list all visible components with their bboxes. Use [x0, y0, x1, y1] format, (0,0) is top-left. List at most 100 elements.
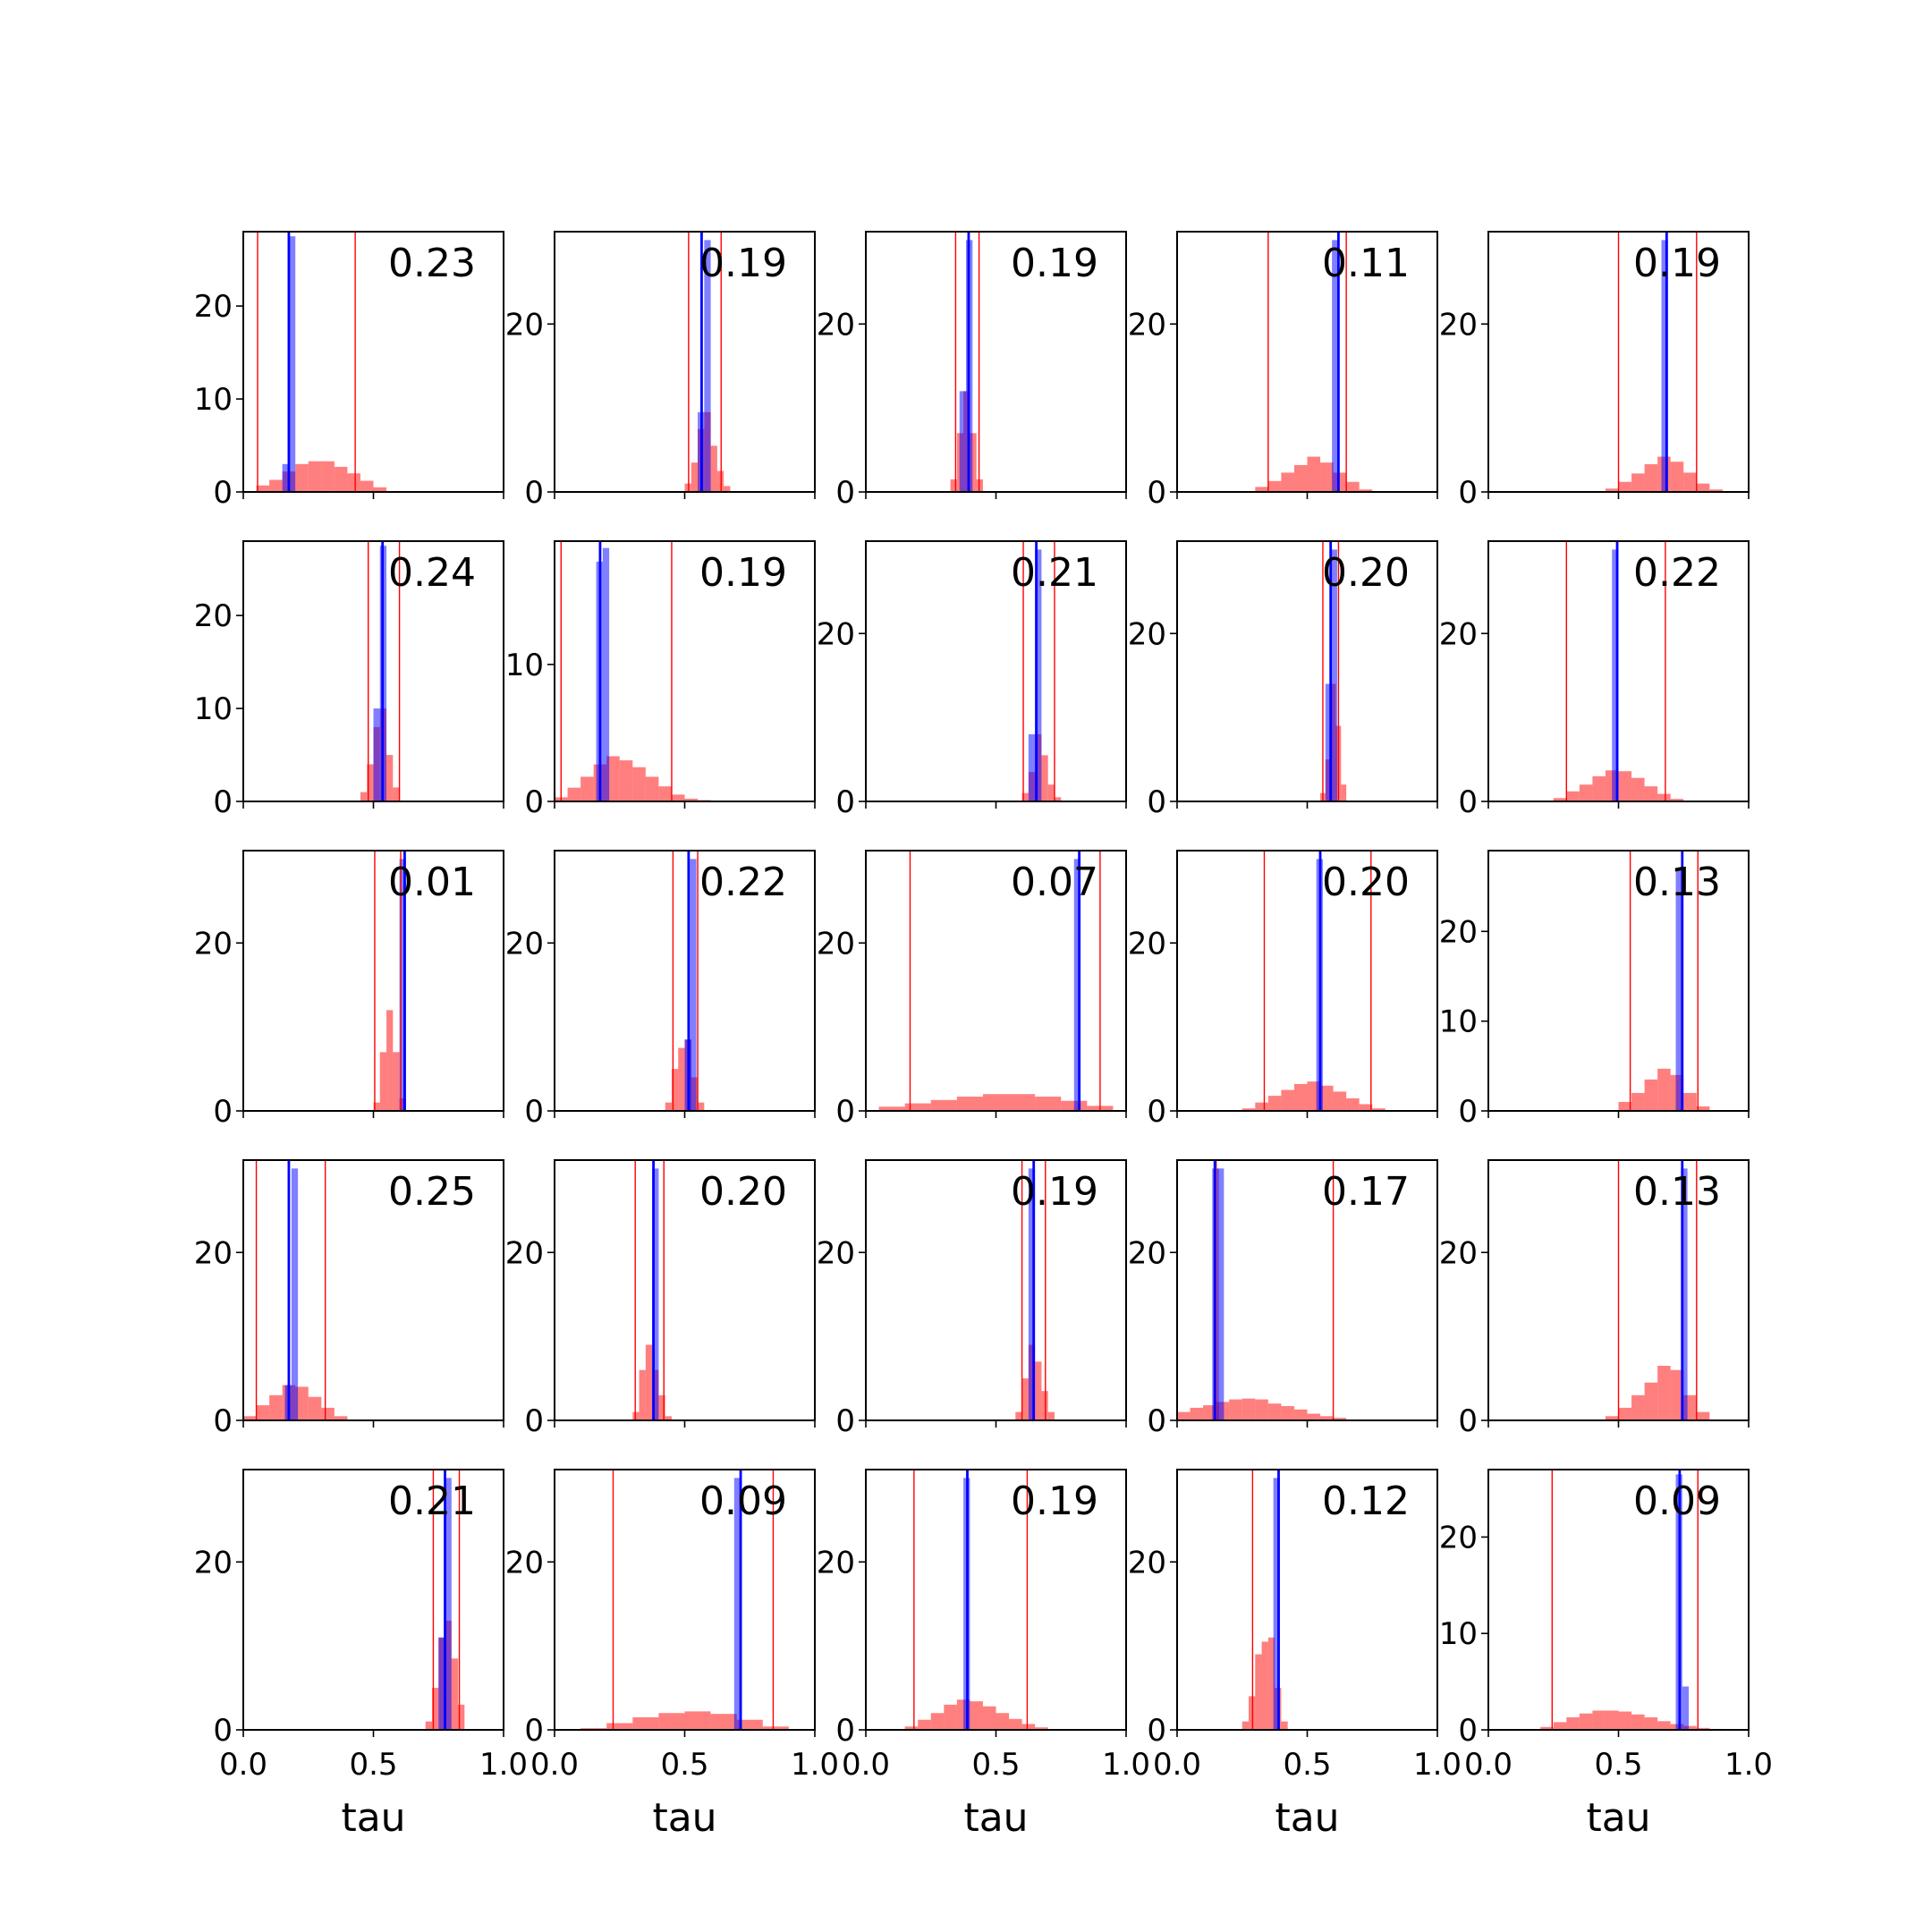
y-tick-label: 20 [194, 289, 233, 325]
blue-hist-bar [291, 1168, 299, 1420]
red-hist-bar [1553, 1722, 1567, 1730]
subplot-r1-c0: 0.24 0 10 20 [194, 540, 504, 820]
red-hist-bar [904, 1103, 931, 1111]
subplot-r2-c3: 0.20 0 20 [1128, 850, 1438, 1130]
red-hist-bar [658, 1713, 685, 1730]
red-hist-bar [1359, 1104, 1373, 1111]
red-hist-bar [1631, 1714, 1645, 1730]
red-hist-bar [379, 1052, 387, 1111]
x-tick-label: 0.5 [1283, 1747, 1331, 1783]
subplot-r3-c0: 0.25 0 20 [194, 1159, 504, 1439]
red-hist-bar [373, 1102, 380, 1111]
red-hist-bar [386, 1010, 394, 1111]
plot-area [1021, 541, 1062, 801]
annotation-value: 0.20 [1322, 860, 1410, 905]
y-tick-label: 20 [817, 1235, 855, 1271]
red-hist-bar [1566, 791, 1580, 801]
red-hist-bar [1592, 775, 1606, 801]
red-hist-bar [1255, 1399, 1268, 1420]
annotation-value: 0.22 [699, 860, 787, 905]
y-tick-label: 20 [1439, 914, 1478, 950]
y-tick-label: 0 [213, 475, 233, 511]
y-tick-label: 0 [835, 1713, 855, 1749]
y-tick-label: 0 [524, 1094, 544, 1130]
annotation-value: 0.17 [1322, 1169, 1410, 1215]
red-hist-bar [1605, 1416, 1619, 1420]
blue-hist-bar [1612, 549, 1619, 801]
red-hist-bar [1267, 1637, 1275, 1730]
red-hist-bar [1579, 1713, 1593, 1730]
x-tick-label: 1.0 [479, 1747, 528, 1783]
subplot-r4-c1: 0.09 0 20 0.0 0.5 1.0 tau [505, 1469, 839, 1841]
y-tick-label: 20 [505, 926, 544, 962]
red-hist-bar [710, 1714, 737, 1730]
red-hist-bar [1683, 1092, 1697, 1111]
red-hist-bar [1579, 784, 1593, 801]
red-hist-bar [930, 1713, 945, 1730]
red-hist-bar [684, 798, 699, 801]
red-hist-bar [632, 1716, 659, 1730]
red-hist-bar [1021, 1378, 1029, 1420]
annotation-value: 0.13 [1633, 860, 1721, 905]
red-hist-bar [1346, 481, 1360, 492]
red-hist-bar [360, 792, 368, 801]
red-hist-bar [632, 767, 646, 801]
annotation-value: 0.22 [1633, 550, 1721, 596]
red-hist-bar [996, 1713, 1010, 1730]
red-hist-bar [1683, 1725, 1697, 1730]
red-hist-bar [295, 1386, 309, 1420]
plot-area [360, 541, 401, 801]
blue-hist-bar [733, 1478, 741, 1730]
y-tick-label: 0 [524, 1403, 544, 1439]
annotation-value: 0.09 [699, 1479, 787, 1524]
blue-hist-bar [959, 391, 967, 492]
plot-area [1605, 232, 1723, 492]
blue-hist-bar [690, 859, 697, 1111]
red-hist-bar [1618, 771, 1632, 801]
red-hist-bar [1644, 786, 1658, 801]
red-hist-bar [1333, 1418, 1347, 1420]
red-hist-bar [1696, 1106, 1710, 1111]
red-hist-bar [645, 776, 659, 801]
red-hist-bar [1670, 799, 1684, 801]
y-tick-label: 20 [1128, 616, 1166, 652]
plot-area [950, 232, 983, 492]
red-hist-bar [1696, 483, 1710, 492]
red-hist-bar [1281, 1089, 1294, 1111]
y-tick-label: 20 [1128, 1235, 1166, 1271]
blue-hist-bar [399, 859, 406, 1111]
red-hist-bar [1281, 472, 1294, 492]
y-tick-label: 10 [505, 648, 544, 683]
red-hist-bar [878, 1106, 905, 1111]
subplot-r1-c3: 0.20 0 20 [1128, 540, 1438, 820]
plot-area [1177, 1160, 1360, 1420]
red-hist-bar [1293, 1083, 1308, 1111]
red-hist-bar [367, 764, 374, 801]
red-hist-bar [1241, 1721, 1250, 1730]
blue-hist-bar [1325, 683, 1333, 801]
red-hist-bar [1670, 1369, 1684, 1420]
red-hist-bar [269, 1394, 283, 1420]
red-hist-bar [1618, 1101, 1632, 1111]
plot-area [665, 851, 705, 1111]
y-tick-label: 0 [1147, 1713, 1166, 1749]
x-axis-label: tau [963, 1795, 1028, 1841]
red-hist-bar [1605, 488, 1619, 492]
plot-area [243, 1160, 348, 1420]
red-hist-bar [1631, 473, 1645, 492]
annotation-value: 0.21 [388, 1479, 476, 1524]
y-tick-label: 20 [1439, 616, 1478, 652]
red-hist-bar [619, 760, 633, 801]
plot-area [555, 541, 711, 801]
y-tick-label: 0 [1147, 475, 1166, 511]
subplot-r0-c3: 0.11 0 20 [1128, 231, 1438, 511]
red-hist-bar [976, 479, 983, 492]
red-hist-bar [1631, 1394, 1645, 1420]
red-hist-bar [1041, 755, 1048, 801]
y-tick-label: 20 [505, 1545, 544, 1580]
x-tick-label: 1.0 [791, 1747, 839, 1783]
subplot-r4-c4: 0.09 0 10 20 0.0 0.5 1.0 tau [1439, 1469, 1773, 1841]
annotation-value: 0.19 [699, 550, 787, 596]
annotation-value: 0.09 [1633, 1479, 1721, 1524]
